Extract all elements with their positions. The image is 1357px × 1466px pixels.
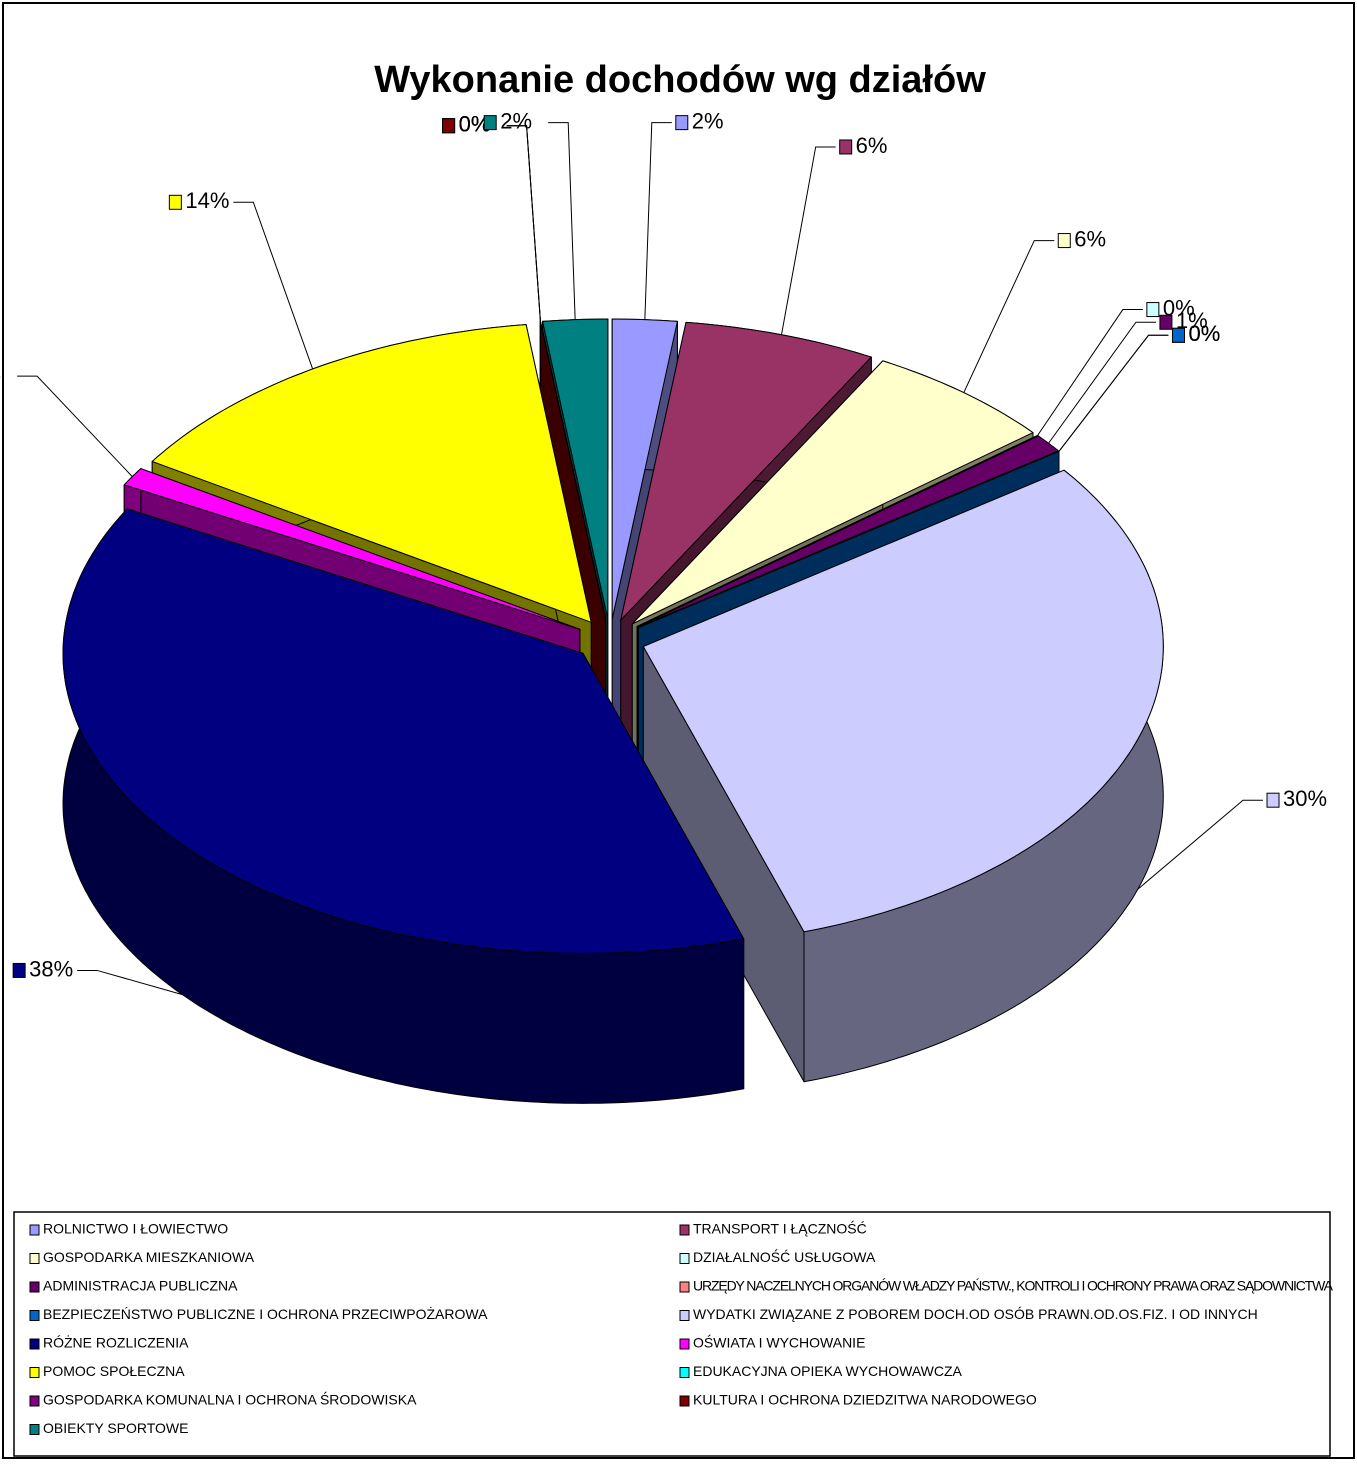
label-swatch bbox=[1146, 302, 1160, 318]
data-label: 2% bbox=[500, 108, 532, 133]
data-label: 38% bbox=[29, 956, 73, 981]
legend-label: URZĘDY NACZELNYCH ORGANÓW WŁADZY PAŃSTW.… bbox=[693, 1278, 1334, 1294]
legend-label: ADMINISTRACJA PUBLICZNA bbox=[43, 1278, 238, 1294]
leader-line bbox=[1048, 321, 1156, 444]
label-swatch bbox=[483, 115, 497, 131]
legend-swatch bbox=[679, 1253, 690, 1264]
leader-line bbox=[1137, 799, 1264, 890]
legend-label: GOSPODARKA MIESZKANIOWA bbox=[43, 1249, 255, 1265]
leader-line bbox=[506, 125, 541, 322]
data-label: 6% bbox=[856, 133, 888, 158]
leader-line bbox=[233, 201, 314, 370]
leader-line bbox=[1058, 334, 1169, 452]
label-swatch bbox=[675, 115, 689, 131]
legend-label: BEZPIECZEŃSTWO PUBLICZNE I OCHRONA PRZEC… bbox=[43, 1305, 488, 1322]
chart-title: Wykonanie dochodów wg działów bbox=[374, 59, 986, 101]
legend-swatch bbox=[29, 1253, 40, 1264]
legend-swatch bbox=[29, 1281, 40, 1293]
leader-line bbox=[77, 969, 183, 996]
label-swatch bbox=[1057, 233, 1071, 249]
legend-label: GOSPODARKA KOMUNALNA I OCHRONA ŚRODOWISK… bbox=[43, 1391, 417, 1408]
legend-label: EDUKACYJNA OPIEKA WYCHOWAWCZA bbox=[693, 1363, 963, 1379]
legend-swatch bbox=[29, 1367, 40, 1378]
legend-label: DZIAŁALNOŚĆ USŁUGOWA bbox=[693, 1248, 876, 1265]
leader-line bbox=[548, 122, 576, 320]
legend-swatch bbox=[29, 1310, 40, 1321]
pie bbox=[62, 318, 1164, 1104]
leader-line bbox=[1037, 309, 1143, 436]
data-label: 6% bbox=[1074, 226, 1106, 251]
leader-line bbox=[17, 375, 133, 477]
slice-top bbox=[637, 435, 1059, 628]
slice-top bbox=[620, 321, 872, 621]
legend-swatch bbox=[29, 1224, 40, 1236]
legend-swatch bbox=[679, 1281, 690, 1293]
label-swatch bbox=[442, 118, 456, 134]
slice-top bbox=[62, 508, 745, 954]
label-swatch bbox=[839, 139, 853, 155]
legend-label: WYDATKI ZWIĄZANE Z POBOREM DOCH.OD OSÓB … bbox=[693, 1306, 1258, 1322]
legend-label: OBIEKTY SPORTOWE bbox=[43, 1420, 188, 1436]
data-label: 30% bbox=[1283, 786, 1327, 811]
leader-line bbox=[644, 122, 672, 320]
leader-line bbox=[963, 240, 1055, 393]
label-swatch bbox=[12, 962, 26, 978]
legend-swatch bbox=[29, 1424, 40, 1435]
slice bbox=[642, 469, 1164, 1083]
leader-line bbox=[781, 146, 836, 335]
label-swatch bbox=[1159, 314, 1173, 330]
slice-top bbox=[636, 434, 1039, 628]
data-label: 2% bbox=[692, 108, 724, 133]
legend-swatch bbox=[679, 1338, 690, 1350]
legend-label: POMOC SPOŁECZNA bbox=[43, 1363, 185, 1379]
label-swatch bbox=[1171, 327, 1185, 343]
slice-top bbox=[642, 469, 1164, 933]
data-label: 1% bbox=[0, 362, 1, 387]
label-swatch bbox=[168, 194, 182, 210]
legend-label: KULTURA I OCHRONA DZIEDZITWA NARODOWEGO bbox=[693, 1392, 1037, 1408]
legend-label: ROLNICTWO I ŁOWIECTWO bbox=[43, 1221, 228, 1237]
data-label: 0% bbox=[1188, 321, 1220, 346]
legend-label: OŚWIATA I WYCHOWANIE bbox=[693, 1334, 865, 1351]
legend-swatch bbox=[29, 1395, 40, 1407]
label-swatch bbox=[1266, 792, 1280, 808]
legend-label: RÓŻNE ROZLICZENIA bbox=[43, 1334, 189, 1351]
legend-box bbox=[13, 1211, 1331, 1457]
slice bbox=[62, 508, 745, 1104]
slice-top bbox=[123, 468, 581, 630]
legend-swatch bbox=[29, 1338, 40, 1350]
data-label: 0% bbox=[1188, 321, 1220, 346]
legend-swatch bbox=[679, 1395, 690, 1407]
legend-swatch bbox=[679, 1224, 690, 1236]
legend-swatch bbox=[679, 1367, 690, 1378]
legend-swatch bbox=[679, 1310, 690, 1321]
data-label: 14% bbox=[185, 188, 229, 213]
legend-label: TRANSPORT I ŁĄCZNOŚĆ bbox=[693, 1220, 867, 1237]
